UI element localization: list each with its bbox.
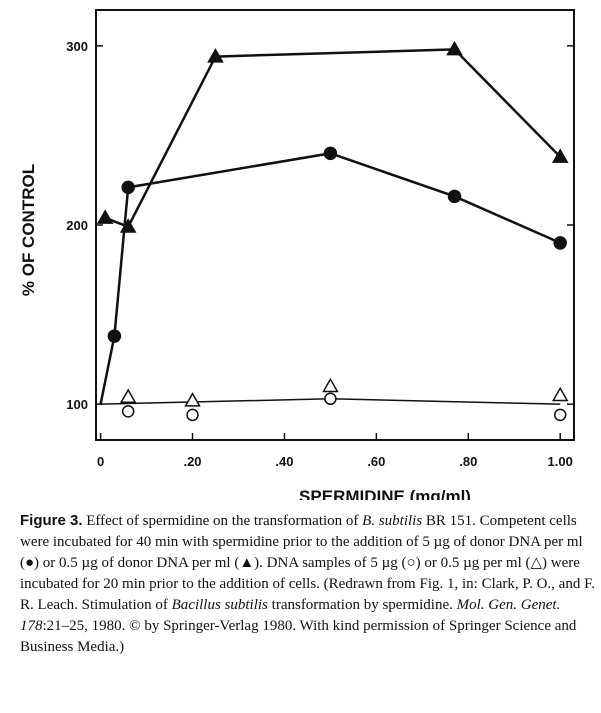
caption-segment: Bacillus subtilis	[171, 597, 268, 613]
data-point-open-circle	[324, 392, 337, 406]
y-tick-label: 200	[66, 218, 88, 233]
x-tick-label: .80	[459, 454, 477, 469]
x-tick-label: .20	[183, 454, 201, 469]
data-point-open-circle	[121, 405, 135, 418]
data-point-filled-circle	[447, 189, 462, 204]
data-point-filled-circle	[323, 146, 338, 161]
figure-caption: Figure 3. Effect of spermidine on the tr…	[20, 510, 595, 658]
x-tick-label: 0	[97, 454, 104, 469]
caption-figure-label: Figure 3.	[20, 512, 83, 529]
x-tick-label: 1.00	[548, 454, 573, 469]
y-axis-ticks: 100 200 300	[66, 39, 574, 412]
data-point-filled-triangle	[207, 48, 224, 63]
x-tick-label: .60	[367, 454, 385, 469]
y-axis-title: % OF CONTROL	[19, 164, 38, 296]
y-tick-label: 300	[66, 39, 88, 54]
data-point-filled-triangle	[96, 209, 114, 224]
data-point-open-circle	[553, 408, 567, 422]
data-point-open-triangle	[322, 377, 339, 393]
caption-text: Effect of spermidine on the transformati…	[20, 513, 595, 655]
x-tick-label: .40	[275, 454, 293, 469]
y-tick-label: 100	[66, 397, 88, 412]
series-line-filled-triangle	[104, 48, 562, 229]
chart: 0 .20 .40 .60 .80 1.00 100 200 300 SPERMIDINE (…	[19, 9, 575, 500]
series-layer	[96, 40, 569, 422]
caption-segment: transformation by spermidine.	[267, 597, 457, 613]
data-point-filled-triangle	[446, 40, 463, 56]
caption-segment: Mol. Gen. Genet. 178	[20, 597, 561, 634]
series-line-filled-circle	[99, 152, 561, 405]
data-point-filled-circle	[107, 329, 122, 343]
data-point-filled-circle	[121, 180, 135, 195]
data-point-open-triangle	[119, 388, 137, 403]
data-point-filled-circle	[553, 236, 567, 250]
x-axis-ticks: 0 .20 .40 .60 .80 1.00	[97, 433, 573, 469]
caption-segment: BR 151. Competent cells were incubated f…	[20, 513, 595, 613]
caption-segment: :21–25, 1980. © by Springer-Verlag 1980.…	[20, 618, 577, 655]
caption-segment: Effect of spermidine on the transformati…	[82, 513, 363, 529]
data-point-open-triangle	[184, 392, 201, 407]
caption-segment: B. subtilis	[362, 513, 423, 529]
plot-frame	[95, 9, 575, 441]
x-axis-title: SPERMIDINE (mg/ml)	[299, 487, 471, 500]
data-point-filled-triangle	[551, 148, 569, 163]
data-point-open-circle	[186, 408, 199, 422]
data-point-open-triangle	[551, 386, 569, 402]
